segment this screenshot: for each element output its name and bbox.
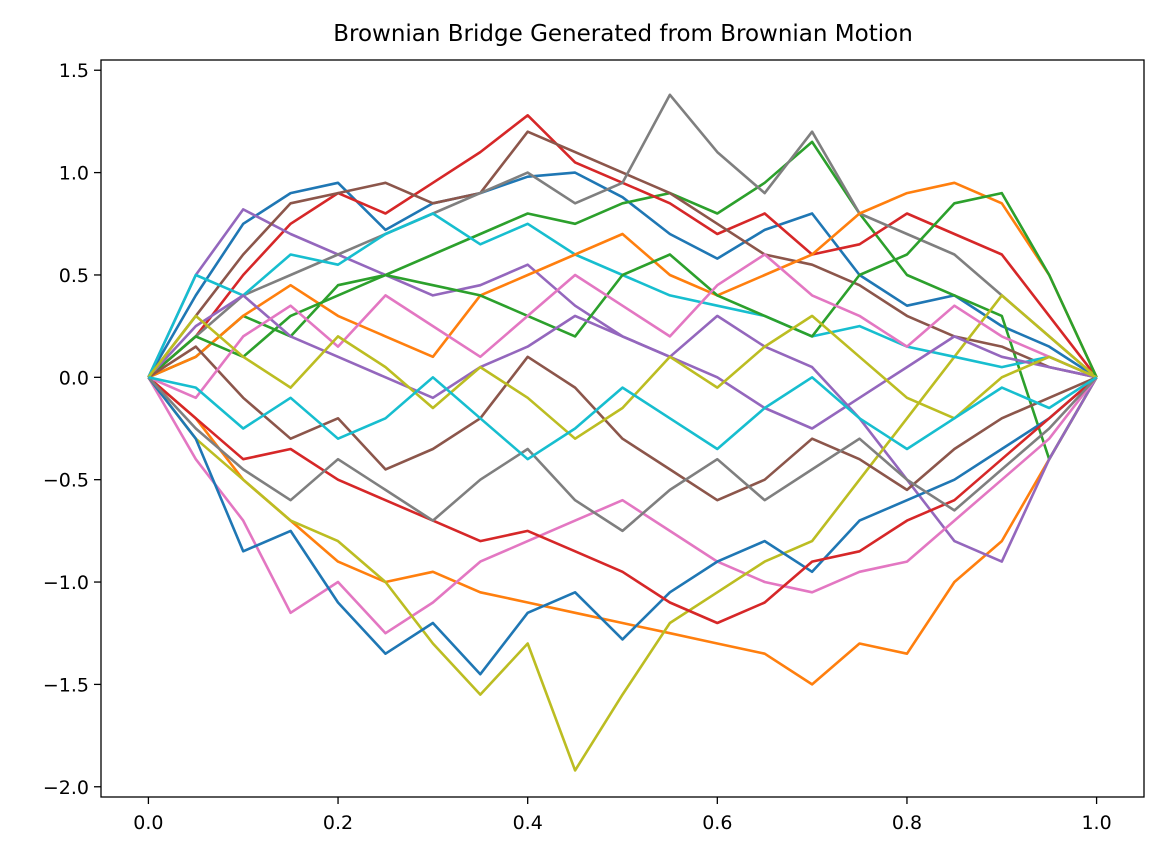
series-line-8 xyxy=(147,93,1098,379)
axes-frame xyxy=(100,59,1145,798)
series-line-11 xyxy=(147,376,1098,676)
x-tick-label: 0.6 xyxy=(702,812,732,834)
series-line-19 xyxy=(147,314,1098,441)
series-line-6 xyxy=(147,130,1097,379)
x-tick-label: 1.0 xyxy=(1081,812,1111,834)
series-layer xyxy=(147,93,1098,772)
y-axis: 1.5 1.0 0.5 0.0 −0.5 −1.0 −1.5 −2.0 xyxy=(43,60,101,799)
series-line-13 xyxy=(147,191,1098,379)
x-tick-label: 0.8 xyxy=(892,812,922,834)
series-line-1 xyxy=(147,171,1098,379)
series-line-16 xyxy=(147,345,1098,502)
x-tick-label: 0.0 xyxy=(133,812,163,834)
series-line-9 xyxy=(147,294,1098,772)
y-tick-label: 0.0 xyxy=(59,367,89,389)
x-tick-label: 0.2 xyxy=(323,812,353,834)
plot-area xyxy=(147,93,1098,772)
series-line-17 xyxy=(147,253,1098,400)
x-axis: 0.0 0.2 0.4 0.6 0.8 1.0 xyxy=(133,797,1112,834)
series-line-18 xyxy=(147,376,1098,533)
y-tick-label: −0.5 xyxy=(43,470,89,492)
y-tick-label: 1.5 xyxy=(59,60,89,82)
series-line-2 xyxy=(147,376,1098,686)
series-line-14 xyxy=(147,376,1098,625)
chart-title: Brownian Bridge Generated from Brownian … xyxy=(333,21,913,47)
series-line-7 xyxy=(147,376,1098,635)
series-line-12 xyxy=(147,181,1098,379)
y-tick-label: 1.0 xyxy=(59,163,89,185)
y-tick-label: 0.5 xyxy=(59,265,89,287)
x-tick-label: 0.4 xyxy=(513,812,543,834)
series-line-15 xyxy=(147,294,1097,430)
y-tick-label: −2.0 xyxy=(43,777,89,799)
series-line-20 xyxy=(148,375,1098,461)
y-tick-label: −1.0 xyxy=(43,572,89,594)
y-tick-label: −1.5 xyxy=(43,674,89,696)
